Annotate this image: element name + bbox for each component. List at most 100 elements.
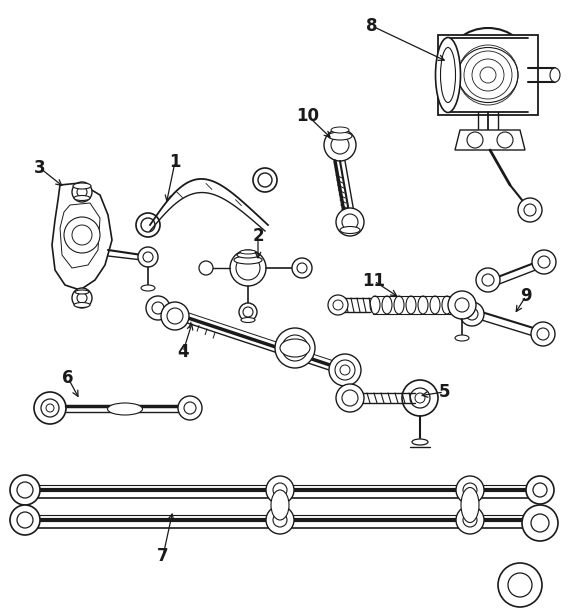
Circle shape (34, 392, 66, 424)
Text: 1: 1 (169, 153, 181, 171)
Ellipse shape (418, 296, 428, 314)
Ellipse shape (550, 68, 560, 82)
Ellipse shape (141, 285, 155, 291)
Circle shape (342, 390, 358, 406)
Circle shape (266, 476, 294, 504)
Circle shape (533, 483, 547, 497)
Circle shape (161, 302, 189, 330)
Circle shape (10, 475, 40, 505)
Circle shape (253, 168, 277, 192)
Ellipse shape (441, 47, 456, 103)
Circle shape (526, 476, 554, 504)
Ellipse shape (448, 28, 528, 96)
Circle shape (456, 506, 484, 534)
Ellipse shape (328, 132, 352, 140)
Ellipse shape (237, 252, 259, 258)
Circle shape (497, 132, 513, 148)
Circle shape (143, 252, 153, 262)
Circle shape (258, 173, 272, 187)
Circle shape (297, 263, 307, 273)
Circle shape (72, 225, 92, 245)
Ellipse shape (271, 490, 289, 520)
Circle shape (522, 505, 558, 541)
Circle shape (342, 214, 358, 230)
Circle shape (410, 388, 430, 408)
Text: 8: 8 (366, 17, 378, 35)
Circle shape (537, 328, 549, 340)
Circle shape (336, 384, 364, 412)
Circle shape (167, 308, 183, 324)
Circle shape (415, 393, 425, 403)
Ellipse shape (455, 335, 469, 341)
Circle shape (239, 303, 257, 321)
Circle shape (184, 402, 196, 414)
Ellipse shape (240, 250, 256, 254)
Circle shape (292, 258, 312, 278)
Circle shape (463, 483, 477, 497)
Circle shape (508, 573, 532, 597)
Ellipse shape (394, 296, 404, 314)
Circle shape (77, 293, 87, 303)
Circle shape (333, 300, 343, 310)
Ellipse shape (73, 183, 91, 189)
Circle shape (141, 218, 155, 232)
Circle shape (498, 563, 542, 607)
Circle shape (456, 476, 484, 504)
Polygon shape (455, 130, 525, 150)
Circle shape (243, 307, 253, 317)
Ellipse shape (406, 296, 416, 314)
Ellipse shape (241, 317, 255, 322)
Circle shape (538, 256, 550, 268)
Circle shape (328, 295, 348, 315)
Ellipse shape (340, 226, 360, 234)
Circle shape (335, 360, 355, 380)
Text: 7: 7 (157, 547, 169, 565)
Circle shape (531, 322, 555, 346)
Ellipse shape (74, 196, 90, 200)
Ellipse shape (74, 303, 90, 308)
Circle shape (324, 129, 356, 161)
Circle shape (336, 208, 364, 236)
Ellipse shape (412, 439, 428, 445)
Text: 5: 5 (438, 383, 450, 401)
Ellipse shape (430, 296, 440, 314)
Ellipse shape (442, 296, 452, 314)
Circle shape (275, 328, 315, 368)
Circle shape (460, 302, 484, 326)
Polygon shape (52, 183, 112, 290)
Circle shape (41, 399, 59, 417)
Ellipse shape (331, 127, 349, 133)
Circle shape (199, 261, 213, 275)
Circle shape (476, 268, 500, 292)
Circle shape (448, 291, 476, 319)
Text: 2: 2 (252, 227, 264, 245)
Circle shape (77, 187, 87, 197)
Ellipse shape (108, 403, 142, 415)
Polygon shape (60, 203, 100, 268)
Circle shape (138, 247, 158, 267)
Ellipse shape (370, 296, 380, 314)
Bar (438, 35, 538, 115)
Circle shape (273, 483, 287, 497)
Circle shape (273, 513, 287, 527)
Circle shape (463, 513, 477, 527)
Circle shape (46, 404, 54, 412)
Circle shape (136, 213, 160, 237)
Circle shape (178, 396, 202, 420)
Text: 9: 9 (520, 287, 532, 305)
Circle shape (524, 204, 536, 216)
Text: 6: 6 (62, 369, 74, 387)
Circle shape (482, 274, 494, 286)
Circle shape (72, 288, 92, 308)
Text: 10: 10 (297, 107, 320, 125)
Circle shape (17, 482, 33, 498)
Ellipse shape (435, 38, 460, 113)
Text: 11: 11 (362, 272, 385, 290)
Circle shape (152, 302, 164, 314)
Circle shape (467, 132, 483, 148)
Text: 3: 3 (34, 159, 46, 177)
Circle shape (17, 512, 33, 528)
Ellipse shape (382, 296, 392, 314)
Circle shape (402, 380, 438, 416)
Ellipse shape (461, 488, 479, 523)
